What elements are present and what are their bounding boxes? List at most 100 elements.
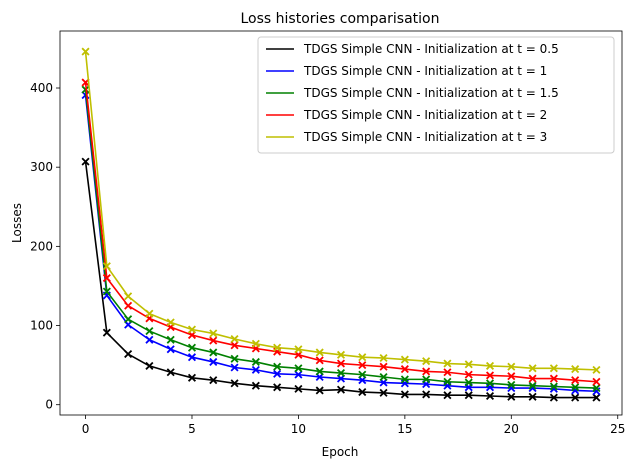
data-point (464, 378, 473, 387)
data-point (549, 393, 558, 402)
data-point (571, 386, 580, 395)
legend-label: TDGS Simple CNN - Initialization at t = … (303, 42, 559, 56)
x-tick-label: 15 (397, 422, 412, 436)
data-point (528, 374, 537, 383)
data-point (464, 370, 473, 379)
data-point (379, 362, 388, 371)
data-point (485, 379, 495, 388)
data-point (507, 380, 516, 389)
x-tick-label: 10 (291, 422, 306, 436)
legend-label: TDGS Simple CNN - Initialization at t = … (303, 130, 547, 144)
data-point (571, 376, 580, 385)
data-point (102, 273, 111, 283)
data-point (336, 359, 346, 368)
data-point (145, 335, 154, 344)
series-layer (81, 47, 601, 402)
data-point (422, 367, 431, 376)
data-point (315, 367, 324, 376)
data-point (422, 375, 431, 384)
data-point (315, 348, 324, 357)
data-point (464, 391, 473, 400)
data-point (209, 348, 218, 357)
y-tick-label: 0 (45, 398, 53, 412)
data-point (422, 390, 431, 399)
data-point (145, 309, 154, 318)
data-point (273, 362, 282, 371)
data-point (358, 388, 367, 397)
series-3 (81, 85, 601, 393)
data-point (294, 364, 303, 373)
data-point (209, 336, 218, 345)
data-point (485, 361, 495, 370)
ticks-layer: 0 5 10 15 20 25 0 100 200 300 400 (30, 81, 625, 436)
x-tick-label: 0 (82, 422, 90, 436)
data-point (209, 329, 218, 338)
data-point (230, 379, 239, 388)
data-point (230, 354, 239, 363)
data-point (400, 375, 409, 384)
data-point (443, 377, 452, 386)
data-point (464, 360, 473, 369)
data-point (358, 370, 367, 379)
data-point (549, 364, 558, 373)
data-point (443, 359, 452, 368)
legend-frame (257, 36, 615, 154)
data-point (358, 353, 367, 362)
x-tick-label: 20 (504, 422, 519, 436)
data-point (124, 349, 133, 359)
data-point (485, 391, 495, 401)
data-point (230, 334, 239, 344)
data-point (187, 325, 197, 334)
data-point (443, 368, 452, 377)
data-point (528, 381, 537, 390)
data-point (571, 365, 580, 374)
data-point (166, 335, 175, 344)
data-point (187, 373, 197, 382)
x-tick-label: 25 (610, 422, 625, 436)
plot-frame (59, 30, 623, 416)
data-point (294, 384, 303, 393)
data-point (230, 341, 239, 350)
data-point (507, 372, 516, 381)
data-point (315, 386, 324, 395)
data-point (124, 315, 133, 324)
y-tick-label: 100 (30, 319, 53, 333)
data-point (400, 355, 409, 364)
data-point (145, 361, 154, 370)
data-point (571, 393, 580, 402)
data-point (528, 364, 537, 373)
data-point (592, 384, 601, 393)
series-1 (81, 157, 601, 402)
data-point (336, 385, 346, 394)
data-point (358, 361, 367, 370)
data-point (209, 376, 218, 385)
data-point (166, 345, 175, 354)
data-point (571, 383, 580, 392)
x-axis-label: Epoch (322, 445, 359, 459)
data-point (549, 382, 558, 391)
legend: TDGS Simple CNN - Initialization at t = … (257, 36, 615, 154)
data-point (81, 157, 90, 166)
data-point (102, 262, 111, 271)
legend-label: TDGS Simple CNN - Initialization at t = … (303, 108, 547, 122)
data-point (251, 365, 260, 374)
data-point (507, 362, 516, 371)
data-point (124, 292, 133, 301)
data-point (187, 343, 197, 352)
data-point (379, 353, 388, 363)
data-point (592, 377, 601, 386)
data-point (102, 328, 111, 337)
data-point (422, 357, 431, 366)
data-point (528, 392, 537, 401)
data-point (315, 356, 324, 365)
legend-label: TDGS Simple CNN - Initialization at t = … (303, 64, 547, 78)
data-point (273, 383, 282, 392)
data-point (81, 47, 90, 56)
y-tick-label: 400 (30, 81, 53, 95)
data-point (187, 353, 197, 362)
data-point (166, 318, 175, 327)
data-point (209, 357, 218, 366)
data-point (507, 392, 516, 401)
data-point (592, 387, 601, 396)
